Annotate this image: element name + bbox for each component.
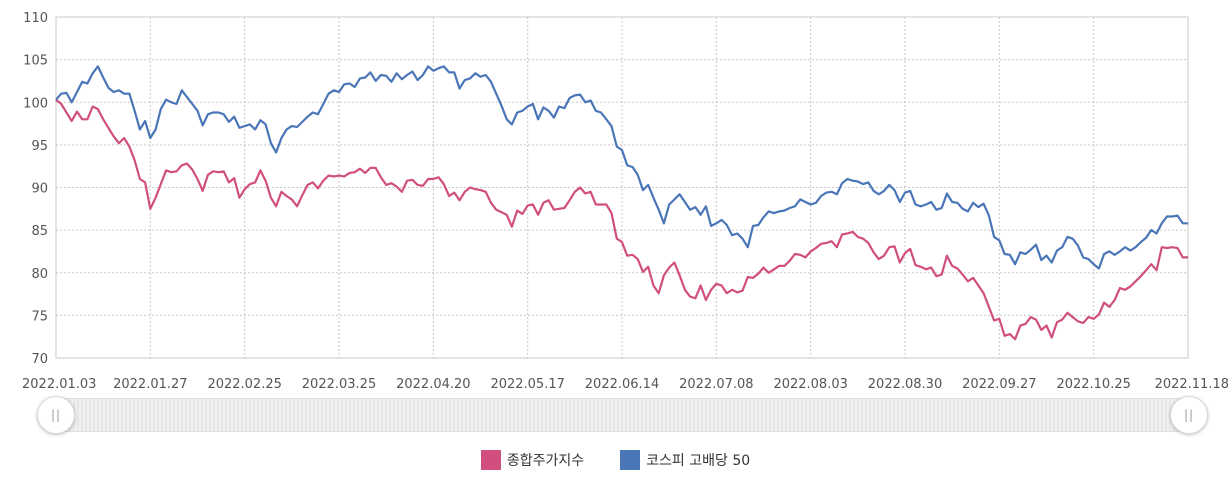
x-tick-label: 2022.01.27 — [113, 377, 187, 392]
x-tick-label: 2022.02.25 — [207, 377, 281, 392]
x-tick-label: 2022.05.17 — [490, 377, 564, 392]
range-slider-left-handle[interactable]: || — [37, 396, 75, 434]
legend-swatch-series-2 — [620, 450, 641, 470]
legend-item-series-1[interactable]: 종합주가지수 — [480, 450, 585, 470]
series-line-1 — [55, 98, 1188, 341]
y-tick-label: 80 — [31, 267, 48, 282]
legend-label-series-1: 종합주가지수 — [506, 453, 585, 469]
y-tick-label: 75 — [31, 309, 48, 324]
y-axis-labels: 110 105 100 95 90 85 80 75 70 — [23, 11, 48, 367]
x-tick-label: 2022.08.03 — [773, 377, 847, 392]
legend-swatch-series-1 — [480, 450, 501, 470]
x-axis-labels: 2022.01.03 2022.01.27 2022.02.25 2022.03.25… — [22, 377, 1229, 392]
y-tick-label: 95 — [31, 139, 48, 154]
x-tick-label: 2022.04.20 — [396, 377, 470, 392]
x-tick-label: 2022.03.25 — [302, 377, 376, 392]
y-tick-label: 100 — [23, 96, 48, 111]
x-tick-label: 2022.09.27 — [962, 377, 1036, 392]
range-slider-right-handle[interactable]: || — [1170, 396, 1208, 434]
x-tick-label: 2022.11.18 — [1155, 377, 1229, 392]
y-tick-label: 70 — [31, 352, 48, 367]
legend: 종합주가지수 코스피 고배당 50 — [0, 450, 1231, 470]
legend-label-series-2: 코스피 고배당 50 — [646, 453, 751, 469]
y-tick-label: 110 — [23, 11, 48, 26]
x-tick-label: 2022.08.30 — [868, 377, 942, 392]
legend-item-series-2[interactable]: 코스피 고배당 50 — [620, 450, 750, 470]
grid-lines — [55, 16, 1189, 359]
y-tick-label: 85 — [31, 224, 48, 239]
y-tick-label: 105 — [23, 54, 48, 69]
y-tick-label: 90 — [31, 182, 48, 197]
x-tick-label: 2022.06.14 — [585, 377, 659, 392]
series-lines — [55, 65, 1188, 341]
series-line-2 — [55, 65, 1188, 270]
x-tick-label: 2022.01.03 — [22, 377, 96, 392]
range-slider-track[interactable] — [56, 398, 1190, 432]
x-tick-label: 2022.10.25 — [1056, 377, 1130, 392]
x-tick-label: 2022.07.08 — [679, 377, 753, 392]
